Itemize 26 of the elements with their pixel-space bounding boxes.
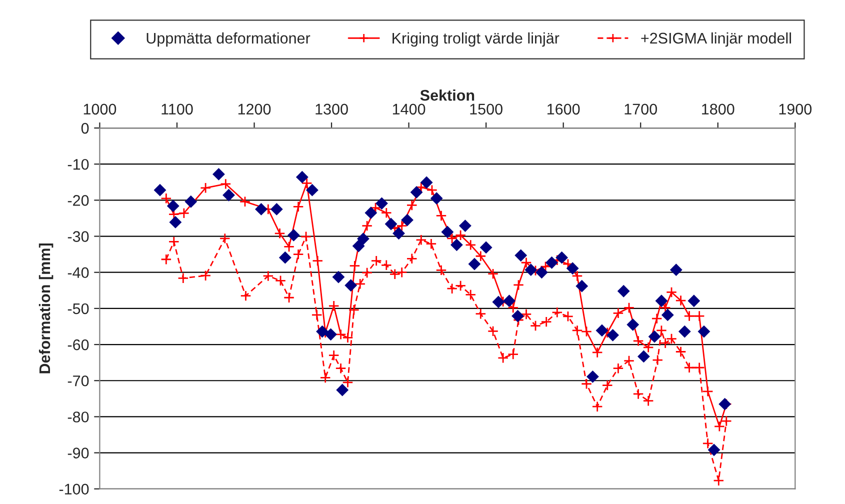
y-tick-label: -60 — [68, 339, 89, 350]
y-tick-label: -70 — [68, 375, 89, 386]
y-tick-label: -30 — [68, 231, 89, 242]
x-tick-label: 1900 — [779, 104, 812, 115]
x-tick-label: 1500 — [470, 104, 502, 115]
x-tick-label: 1700 — [624, 104, 657, 115]
legend-label: Kriging troligt värde linjär — [392, 32, 560, 47]
x-tick-label: 1400 — [392, 104, 426, 115]
x-tick-label: 1600 — [548, 104, 580, 115]
x-tick-label: 1100 — [162, 104, 193, 115]
x-tick-label: 1800 — [702, 104, 734, 115]
x-axis-title: Sektion — [420, 90, 474, 101]
y-tick-label: 0 — [81, 122, 89, 134]
x-tick-label: 1000 — [84, 104, 116, 115]
y-tick-label: -80 — [68, 412, 89, 422]
legend-label: +2SIGMA linjär modell — [641, 32, 791, 47]
y-tick-label: -50 — [68, 303, 89, 314]
legend-label: Uppmätta deformationer — [146, 32, 310, 47]
y-tick-label: -10 — [68, 158, 89, 170]
y-axis-title: Deformation [mm] — [38, 244, 54, 374]
y-tick-label: -100 — [59, 484, 89, 495]
y-tick-label: -90 — [68, 448, 89, 458]
x-tick-label: 1300 — [316, 104, 348, 115]
x-tick-label: 1200 — [238, 104, 271, 115]
y-tick-label: -40 — [68, 267, 89, 278]
y-tick-label: -20 — [68, 195, 89, 206]
